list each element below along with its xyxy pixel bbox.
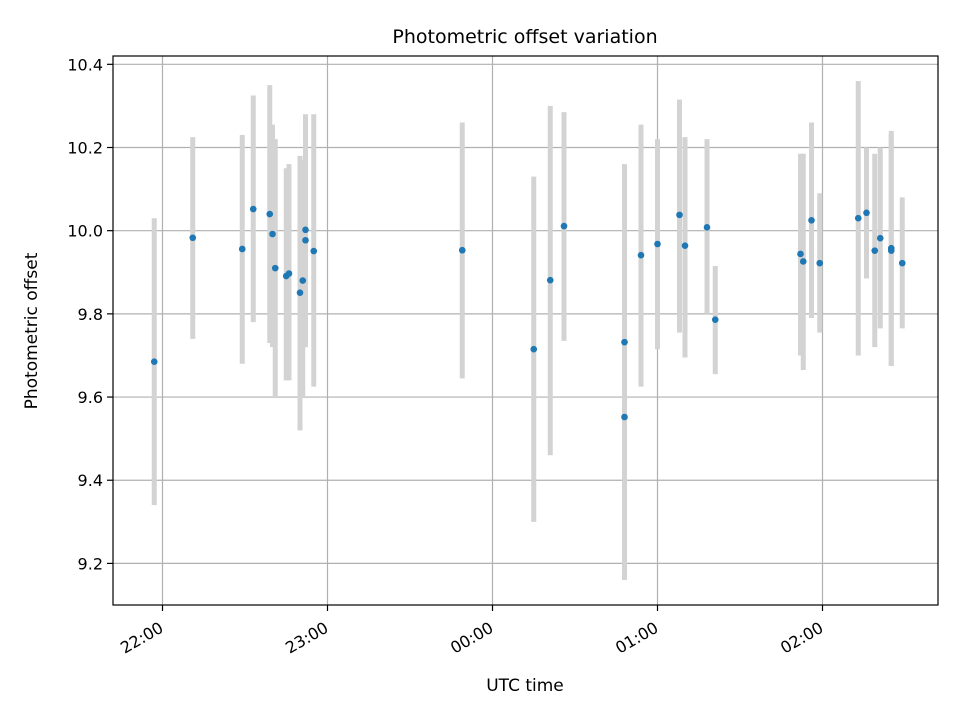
y-tick-label: 9.8 [78,305,103,324]
data-point [296,289,304,296]
data-point [302,226,309,234]
data-point [637,251,645,259]
data-point [876,234,884,242]
data-point [797,250,804,258]
data-point [871,247,879,254]
data-point [703,224,711,231]
data-point [189,234,197,242]
data-point [711,316,719,323]
data-point [249,205,257,213]
data-point [799,258,807,265]
y-tick-label: 10.0 [67,222,103,241]
y-tick-label: 10.4 [67,55,103,74]
y-tick-label: 10.2 [67,139,103,158]
data-point [271,264,279,272]
data-point [458,246,466,254]
data-point [816,259,824,267]
data-points [150,205,906,421]
data-point [863,209,870,217]
data-point [621,413,628,421]
data-point [266,210,274,218]
y-tick-label: 9.4 [78,471,103,490]
data-point [808,216,815,224]
data-point [676,211,683,219]
y-axis-title: Photometric offset [22,252,42,409]
plot-frame [112,55,939,606]
data-point [681,242,689,249]
data-point [269,230,276,238]
data-point [854,214,862,222]
data-point [654,240,661,248]
data-point [887,247,895,254]
data-point [621,338,628,346]
x-axis-title: UTC time [486,676,564,696]
data-point [546,276,554,284]
data-point [299,277,307,284]
chart-title: Photometric offset variation [392,26,657,48]
data-point [285,270,293,277]
data-point [310,247,318,255]
data-point [150,358,158,365]
y-axis: 9.2 9.4 9.6 9.8 10.0 10.2 10.4 [67,55,113,573]
data-point [560,222,568,230]
data-point [898,259,906,267]
data-point [302,236,309,244]
y-tick-label: 9.6 [78,388,103,407]
data-point [238,245,246,253]
data-point [530,345,538,353]
y-tick-label: 9.2 [78,554,103,573]
